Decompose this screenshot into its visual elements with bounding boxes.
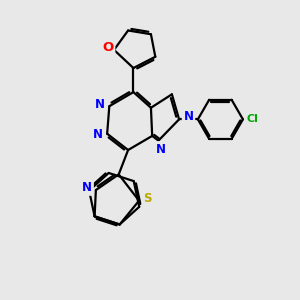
Text: Cl: Cl [246,114,258,124]
Text: N: N [184,110,194,123]
Text: S: S [144,192,152,205]
Text: N: N [156,143,166,156]
Text: N: N [93,128,103,141]
Text: N: N [82,181,92,194]
Text: N: N [95,98,105,111]
Text: O: O [102,41,113,54]
